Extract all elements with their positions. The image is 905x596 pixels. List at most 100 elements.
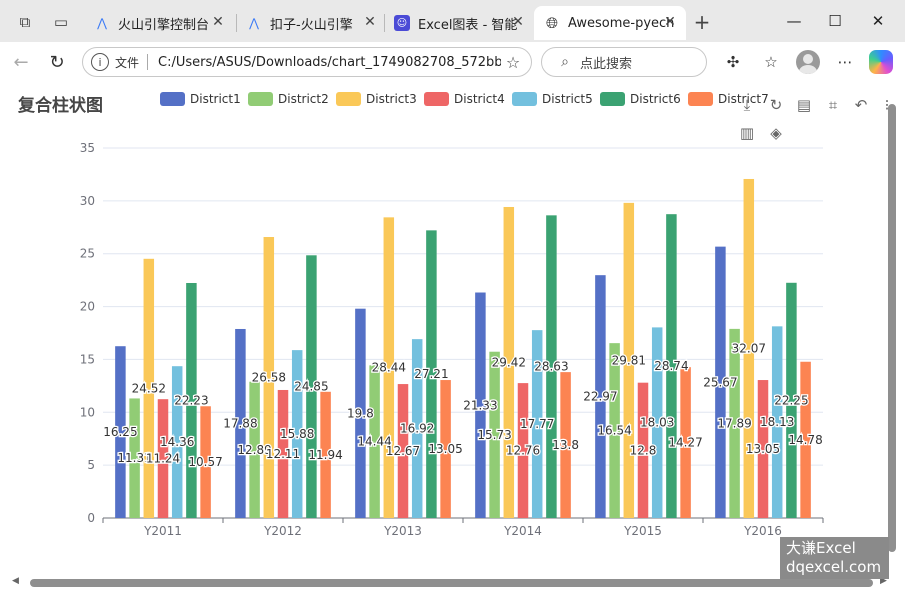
- zoom-icon[interactable]: ⌗: [828, 96, 838, 114]
- tab-coze[interactable]: ⋀ 扣子-火山引擎 ✕: [236, 6, 386, 40]
- new-tab-icon[interactable]: +: [693, 10, 711, 34]
- bar: [560, 372, 571, 518]
- save-image-icon[interactable]: ⤓: [743, 96, 751, 114]
- zoom-reset-icon[interactable]: ↶: [854, 96, 868, 114]
- data-label: 16.92: [400, 422, 434, 436]
- tab-separator: [384, 14, 385, 32]
- bar: [291, 350, 303, 518]
- data-label: 28.74: [654, 359, 688, 373]
- data-label: 28.44: [372, 361, 406, 375]
- watermark: 大谦Excel dqexcel.com: [780, 537, 889, 579]
- legend-swatch: [512, 92, 537, 106]
- data-label: 24.85: [294, 380, 328, 394]
- legend-item-district3[interactable]: District3: [336, 92, 417, 106]
- y-tick-label: 25: [80, 247, 95, 261]
- bar-chart-icon[interactable]: ▥: [739, 124, 755, 142]
- search-placeholder: 点此搜索: [580, 56, 633, 72]
- bar: [263, 237, 275, 519]
- back-icon[interactable]: ←: [13, 51, 29, 73]
- favorite-star-icon[interactable]: ☆: [505, 52, 521, 72]
- data-label: 13.05: [428, 442, 462, 456]
- more-menu-icon[interactable]: ⋯: [837, 53, 853, 71]
- favorites-icon[interactable]: ☆: [764, 53, 778, 71]
- tab-separator: [236, 14, 237, 32]
- legend-swatch: [688, 92, 713, 106]
- bar: [786, 282, 797, 518]
- bar: [503, 206, 515, 518]
- bar: [546, 215, 557, 518]
- data-label: 14.36: [160, 435, 194, 449]
- scroll-right-icon[interactable]: ▶: [880, 576, 887, 586]
- y-tick-label: 20: [80, 300, 95, 314]
- search-input[interactable]: ⌕ 点此搜索: [541, 47, 707, 77]
- copilot-icon[interactable]: [869, 50, 893, 74]
- bar: [637, 382, 649, 518]
- legend-swatch: [160, 92, 185, 106]
- bar: [369, 365, 380, 518]
- data-label: 15.88: [280, 427, 314, 441]
- legend-item-district2[interactable]: District2: [248, 92, 329, 106]
- bar: [383, 217, 395, 518]
- data-label: 16.54: [597, 424, 631, 438]
- maximize-icon[interactable]: ☐: [828, 12, 842, 30]
- legend-item-district4[interactable]: District4: [424, 92, 505, 106]
- bar: [249, 381, 260, 518]
- scrollbar-thumb[interactable]: [30, 579, 873, 587]
- globe-icon: 🌐︎: [545, 14, 558, 32]
- magic-type-icon[interactable]: ⁝: [884, 96, 890, 114]
- bar: [115, 346, 126, 518]
- legend-swatch: [424, 92, 449, 106]
- restore-icon[interactable]: ↻: [769, 96, 783, 114]
- refresh-icon[interactable]: ↻: [49, 51, 65, 73]
- bar: [666, 214, 677, 519]
- volcano-icon: ⋀: [249, 16, 259, 30]
- bar: [680, 367, 691, 518]
- horizontal-scrollbar[interactable]: ◀ ▶: [12, 576, 892, 588]
- avatar[interactable]: [796, 50, 820, 74]
- vertical-scrollbar[interactable]: [886, 96, 897, 566]
- tab-excel-chart[interactable]: ☺ Excel图表 - 智能 ✕: [384, 6, 534, 40]
- bar: [800, 361, 811, 518]
- legend-item-district5[interactable]: District5: [512, 92, 593, 106]
- bar: [729, 328, 740, 518]
- data-label: 22.23: [174, 393, 208, 407]
- chart-toolbox: ⤓ ↻ ▤ ⌗ ↶ ⁝ ▥ ◈: [736, 94, 896, 142]
- legend-item-district1[interactable]: District1: [160, 92, 241, 106]
- close-window-icon[interactable]: ✕: [871, 12, 885, 30]
- scroll-left-icon[interactable]: ◀: [12, 576, 19, 586]
- bar: [743, 178, 755, 518]
- bar: [623, 202, 635, 518]
- legend-item-district7[interactable]: District7: [688, 92, 769, 106]
- bar: [715, 246, 726, 519]
- tab-actions-icon[interactable]: ▭: [53, 13, 69, 31]
- close-icon[interactable]: ✕: [512, 14, 524, 30]
- stack-icon[interactable]: ◈: [770, 124, 782, 142]
- bar-chart: 0 5 10 15 20 25 30 35 Y2011 Y2012 Y2013 Y2014 Y2015 Y…: [80, 141, 824, 538]
- bar: [757, 380, 769, 518]
- data-label: 16.25: [103, 425, 137, 439]
- bar: [771, 326, 783, 518]
- close-icon[interactable]: ✕: [364, 14, 376, 30]
- data-view-icon[interactable]: ▤: [796, 96, 812, 114]
- close-icon[interactable]: ✕: [212, 14, 224, 30]
- data-label: 32.07: [732, 341, 766, 355]
- info-icon[interactable]: i: [91, 53, 109, 71]
- data-label: 10.57: [188, 455, 222, 469]
- bar: [411, 339, 423, 518]
- scrollbar-thumb[interactable]: [888, 104, 896, 552]
- extensions-icon[interactable]: ✣: [726, 53, 740, 71]
- data-label: 24.52: [132, 381, 166, 395]
- address-bar[interactable]: i 文件 C:/Users/ASUS/Downloads/chart_17490…: [82, 47, 532, 77]
- url-text[interactable]: C:/Users/ASUS/Downloads/chart_1749082708…: [158, 54, 501, 70]
- bar: [609, 343, 620, 518]
- tab-awesome-pyecharts[interactable]: 🌐︎ Awesome-pyech ✕: [534, 6, 686, 40]
- tab-volcano-console[interactable]: ⋀ 火山引擎控制台 ✕: [84, 6, 234, 40]
- bar: [595, 275, 606, 518]
- workspaces-icon[interactable]: ⧉: [19, 13, 31, 31]
- close-icon[interactable]: ✕: [664, 14, 676, 30]
- minimize-icon[interactable]: —: [786, 12, 802, 30]
- data-label: 13.05: [746, 442, 780, 456]
- bar: [186, 282, 197, 518]
- legend-item-district6[interactable]: District6: [600, 92, 681, 106]
- data-label: 12.8: [630, 443, 657, 457]
